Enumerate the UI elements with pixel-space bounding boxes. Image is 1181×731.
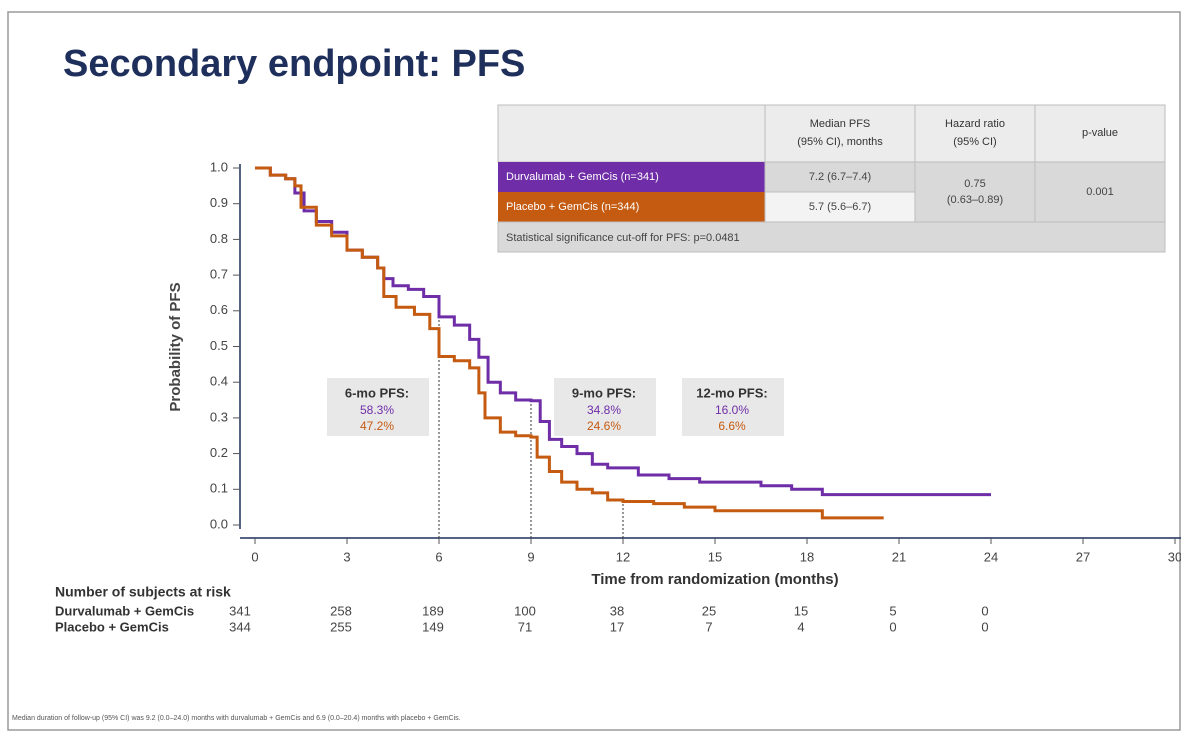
- x-tick-label: 21: [892, 549, 906, 564]
- table-row-label: Durvalumab + GemCis (n=341): [506, 171, 659, 183]
- y-tick-label: 0.3: [210, 409, 228, 424]
- km-curve: [255, 166, 884, 520]
- table-cell-text: 5.7 (5.6–6.7): [809, 201, 871, 213]
- annotation-value: 6.6%: [718, 419, 746, 433]
- risk-value: 189: [422, 603, 444, 618]
- table-footer: [497, 221, 1166, 253]
- y-tick-label: 0.7: [210, 267, 228, 282]
- annotation-title: 6-mo PFS:: [345, 385, 409, 400]
- footnote: Median duration of follow-up (95% CI) wa…: [12, 715, 461, 722]
- risk-table-title: Number of subjects at risk: [55, 584, 231, 600]
- risk-value: 5: [889, 603, 896, 618]
- x-tick-label: 0: [251, 549, 258, 564]
- x-tick-label: 6: [435, 549, 442, 564]
- chart-title: Secondary endpoint: PFS: [63, 43, 525, 85]
- table-header-cell: p-value: [1082, 127, 1118, 139]
- y-axis-label: Probability of PFS: [167, 282, 184, 411]
- annotation-box: [327, 378, 429, 436]
- row-label-bg: [498, 162, 765, 192]
- annotation-box: [682, 378, 784, 436]
- y-tick-label: 1.0: [210, 159, 228, 174]
- table-row-label: Placebo + GemCis (n=344): [506, 201, 639, 213]
- x-tick-label: 30: [1168, 549, 1181, 564]
- annotation-box: [554, 378, 656, 436]
- x-tick-label: 27: [1076, 549, 1090, 564]
- table-header-cell: Median PFS: [810, 118, 871, 130]
- row-label-bg: [498, 192, 765, 222]
- x-tick-label: 15: [708, 549, 722, 564]
- risk-row-label: Durvalumab + GemCis: [55, 603, 194, 618]
- risk-value: 25: [702, 603, 716, 618]
- annotation-value: 34.8%: [587, 403, 621, 417]
- risk-value: 4: [797, 619, 804, 634]
- risk-value: 15: [794, 603, 808, 618]
- table-footer-text: Statistical significance cut-off for PFS…: [506, 232, 740, 244]
- table-cell-text: 0.001: [1086, 186, 1114, 198]
- risk-value: 17: [610, 619, 624, 634]
- y-tick-label: 0.5: [210, 338, 228, 353]
- risk-value: 258: [330, 603, 352, 618]
- risk-value: 344: [229, 619, 251, 634]
- y-tick-label: 0.8: [210, 231, 228, 246]
- table-cell: [914, 161, 1036, 223]
- risk-value: 38: [610, 603, 624, 618]
- annotation-value: 24.6%: [587, 419, 621, 433]
- annotation-value: 16.0%: [715, 403, 749, 417]
- table-cell-text: (0.63–0.89): [947, 194, 1003, 206]
- risk-value: 100: [514, 603, 536, 618]
- risk-value: 0: [981, 619, 988, 634]
- summary-table: Median PFS (95% CI), months Hazard ratio…: [497, 104, 1166, 253]
- x-axis-label: Time from randomization (months): [591, 571, 838, 588]
- risk-value: 255: [330, 619, 352, 634]
- table-header-cell: (95% CI): [953, 136, 996, 148]
- table-header-cell: Hazard ratio: [945, 118, 1005, 130]
- risk-row-label: Placebo + GemCis: [55, 619, 169, 634]
- x-tick-label: 9: [527, 549, 534, 564]
- risk-value: 7: [705, 619, 712, 634]
- y-tick-label: 0.4: [210, 374, 228, 389]
- annotation-title: 9-mo PFS:: [572, 385, 636, 400]
- annotation-value: 58.3%: [360, 403, 394, 417]
- y-tick-label: 0.2: [210, 445, 228, 460]
- risk-value: 71: [518, 619, 532, 634]
- risk-value: 149: [422, 619, 444, 634]
- risk-value: 0: [981, 603, 988, 618]
- x-tick-label: 24: [984, 549, 998, 564]
- y-tick-label: 0.1: [210, 481, 228, 496]
- table-header: [497, 104, 1166, 163]
- y-tick-label: 0.0: [210, 516, 228, 531]
- x-tick-label: 3: [343, 549, 350, 564]
- x-tick-label: 12: [616, 549, 630, 564]
- x-tick-label: 18: [800, 549, 814, 564]
- y-tick-label: 0.9: [210, 195, 228, 210]
- annotation-title: 12-mo PFS:: [696, 385, 768, 400]
- table-cell-text: 0.75: [964, 178, 985, 190]
- annotation-value: 47.2%: [360, 419, 394, 433]
- table-header-cell: (95% CI), months: [797, 136, 883, 148]
- risk-value: 341: [229, 603, 251, 618]
- km-curve: [255, 166, 991, 497]
- table-cell-text: 7.2 (6.7–7.4): [809, 171, 871, 183]
- risk-value: 0: [889, 619, 896, 634]
- y-tick-label: 0.6: [210, 302, 228, 317]
